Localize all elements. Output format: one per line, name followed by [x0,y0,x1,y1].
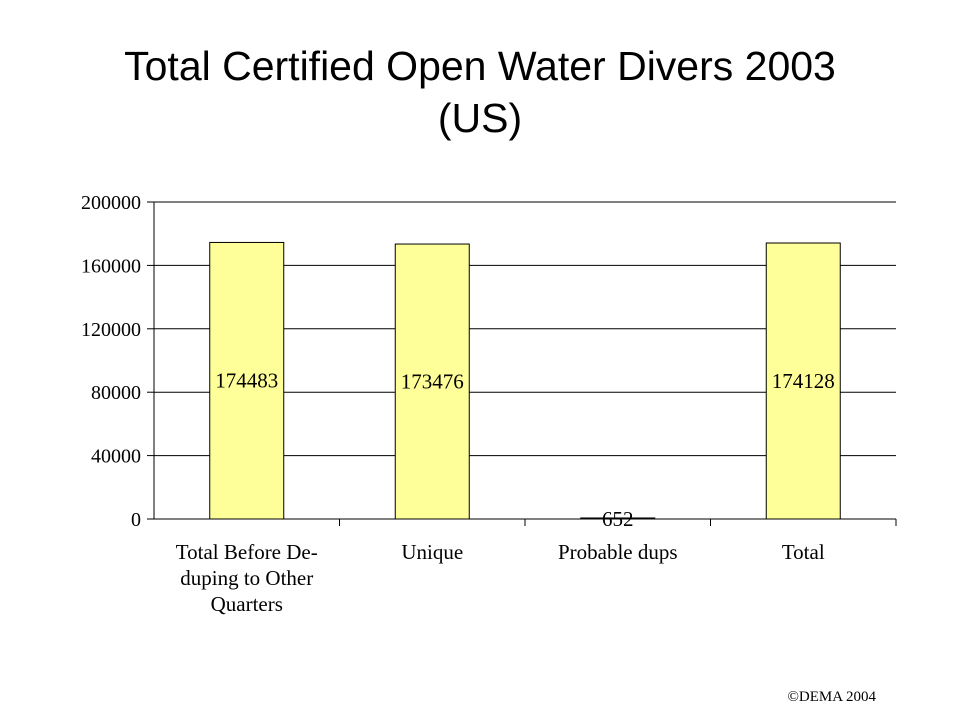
y-tick-label: 160000 [81,255,141,277]
y-tick-label: 120000 [81,319,141,341]
bar [394,243,470,520]
y-tick-label: 0 [131,509,141,531]
copyright-footer: ©DEMA 2004 [787,689,876,705]
chart-title-line-1: Total Certified Open Water Divers 2003 [124,43,836,89]
category-label: Probable dups [558,540,678,564]
bar [765,242,841,520]
data-label: 174483 [215,369,278,393]
bar [580,517,656,520]
category-label: duping to Other [180,566,313,590]
category-label: Total [782,540,825,564]
y-tick-label: 200000 [81,192,141,214]
chart-title-line-2: (US) [437,95,523,141]
category-label: Total Before De- [176,540,318,564]
data-label: 173476 [401,370,464,394]
data-label: 174128 [772,369,835,393]
category-label: Unique [401,540,463,564]
bar [209,241,285,520]
chart-title: Total Certified Open Water Divers 2003 (… [0,40,960,144]
data-label: 652 [602,507,634,531]
category-label: Quarters [211,592,283,616]
y-tick-label: 80000 [91,382,141,404]
y-tick-label: 40000 [91,446,141,468]
